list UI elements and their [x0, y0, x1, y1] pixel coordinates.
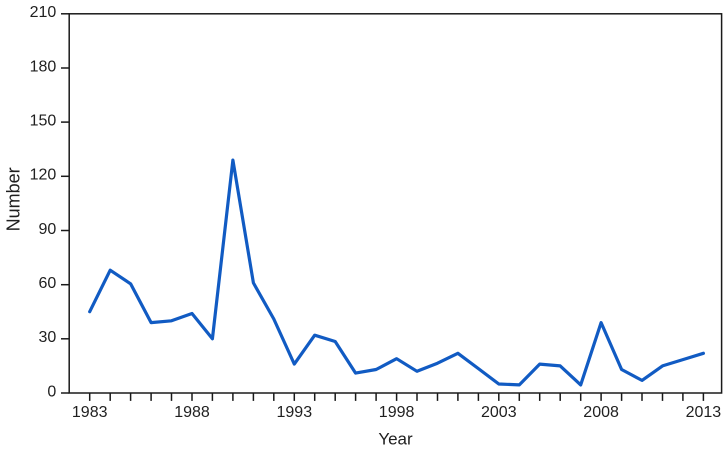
svg-text:120: 120	[30, 167, 57, 184]
svg-text:Number: Number	[4, 167, 24, 231]
svg-text:30: 30	[39, 329, 57, 346]
svg-text:1993: 1993	[277, 404, 313, 421]
svg-text:210: 210	[30, 4, 57, 21]
svg-text:150: 150	[30, 113, 57, 130]
svg-text:Year: Year	[378, 430, 413, 449]
svg-text:1988: 1988	[174, 404, 210, 421]
svg-text:60: 60	[39, 275, 57, 292]
svg-text:180: 180	[30, 58, 57, 75]
svg-text:1998: 1998	[379, 404, 415, 421]
svg-text:0: 0	[47, 383, 56, 400]
svg-text:1983: 1983	[72, 404, 108, 421]
svg-text:2003: 2003	[481, 404, 517, 421]
svg-text:2008: 2008	[583, 404, 619, 421]
svg-text:90: 90	[39, 221, 57, 238]
svg-text:2013: 2013	[686, 404, 722, 421]
